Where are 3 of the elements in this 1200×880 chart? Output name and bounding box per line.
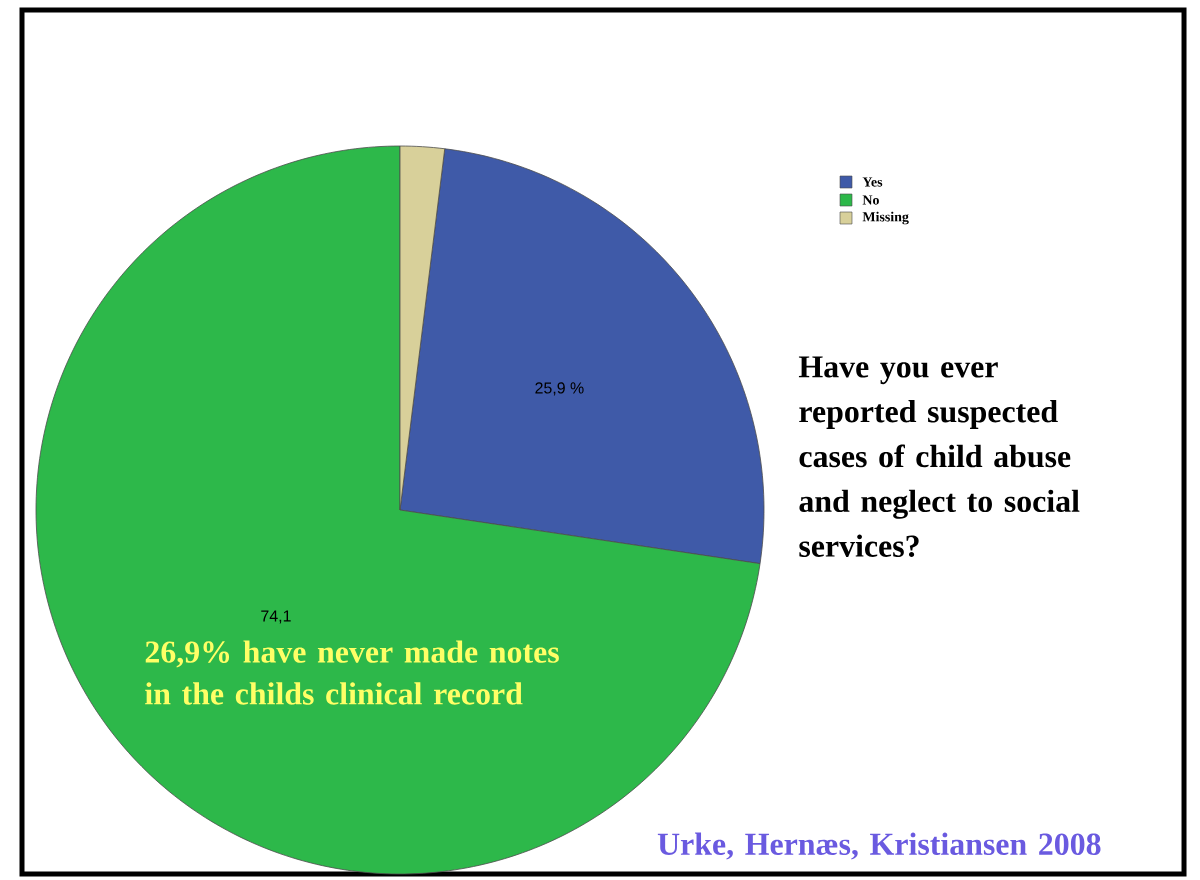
text: Have you ever reported suspected cases of child abuse and neglect to social services? — [798, 356, 1080, 558]
text: Urke, Hernæs, Kristiansen 2008 — [657, 832, 1101, 860]
text: 26,9% have never made notes in the childs clinical record — [145, 640, 559, 705]
